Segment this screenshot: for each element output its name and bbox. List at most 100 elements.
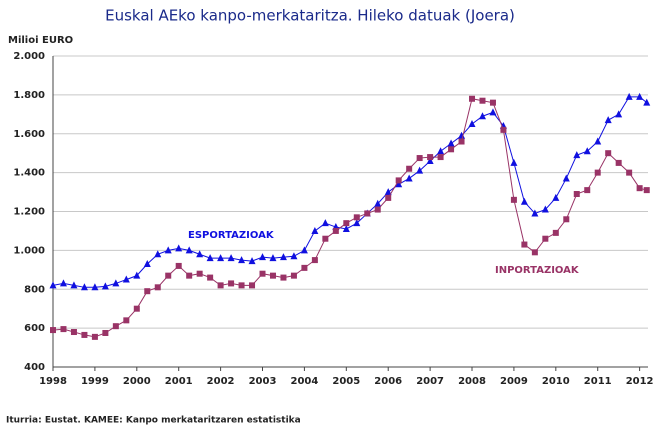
marker bbox=[605, 150, 612, 157]
x-tick-label: 2009 bbox=[500, 376, 528, 387]
marker bbox=[185, 246, 193, 254]
marker bbox=[259, 253, 267, 261]
marker bbox=[311, 226, 319, 234]
y-tick-label: 1.800 bbox=[13, 90, 45, 101]
marker bbox=[395, 180, 403, 188]
marker bbox=[343, 220, 350, 227]
marker bbox=[626, 169, 633, 176]
marker bbox=[196, 270, 203, 277]
series-line bbox=[52, 98, 647, 338]
marker bbox=[583, 147, 591, 155]
marker bbox=[427, 154, 434, 161]
x-tick-label: 2001 bbox=[165, 376, 193, 387]
marker bbox=[175, 262, 182, 269]
marker bbox=[206, 254, 214, 262]
marker bbox=[290, 272, 297, 279]
marker bbox=[164, 246, 172, 254]
marker bbox=[552, 193, 560, 201]
marker bbox=[91, 333, 98, 340]
marker bbox=[521, 241, 528, 248]
marker bbox=[643, 98, 651, 106]
marker bbox=[50, 327, 56, 334]
marker bbox=[196, 250, 204, 258]
marker bbox=[322, 235, 329, 242]
x-tick-label: 2003 bbox=[249, 376, 277, 387]
marker bbox=[80, 283, 88, 291]
marker bbox=[479, 97, 486, 104]
marker bbox=[112, 279, 120, 287]
marker bbox=[353, 214, 360, 221]
x-tick-label: 2007 bbox=[416, 376, 444, 387]
marker bbox=[301, 264, 308, 271]
marker bbox=[458, 138, 465, 145]
marker bbox=[552, 229, 559, 236]
y-axis-label: Milioi EURO bbox=[8, 35, 73, 46]
marker bbox=[469, 95, 476, 102]
marker bbox=[123, 317, 130, 324]
marker bbox=[207, 274, 214, 281]
marker bbox=[437, 147, 445, 155]
marker bbox=[269, 254, 277, 262]
marker bbox=[59, 279, 67, 287]
x-tick-label: 2012 bbox=[626, 376, 654, 387]
marker bbox=[217, 282, 224, 289]
y-tick-label: 1.600 bbox=[13, 129, 45, 140]
marker bbox=[374, 199, 382, 207]
y-tick-label: 1.400 bbox=[13, 168, 45, 179]
marker bbox=[489, 99, 496, 106]
marker bbox=[259, 270, 266, 277]
marker bbox=[374, 206, 381, 213]
marker bbox=[384, 188, 392, 196]
marker bbox=[49, 281, 57, 289]
marker bbox=[101, 282, 109, 290]
marker bbox=[248, 257, 256, 265]
chart-title: Euskal AEko kanpo-merkataritza. Hileko d… bbox=[105, 7, 515, 25]
marker bbox=[279, 253, 287, 261]
marker bbox=[531, 249, 538, 256]
marker bbox=[122, 275, 130, 283]
marker bbox=[311, 257, 318, 264]
marker bbox=[342, 224, 350, 232]
marker bbox=[563, 216, 570, 223]
marker bbox=[133, 305, 140, 312]
marker bbox=[594, 137, 602, 145]
marker bbox=[81, 331, 88, 338]
y-tick-label: 1.000 bbox=[13, 245, 45, 256]
marker bbox=[447, 139, 455, 147]
marker bbox=[165, 272, 172, 279]
marker bbox=[406, 165, 413, 172]
marker bbox=[531, 209, 539, 217]
y-tick-label: 1.200 bbox=[13, 207, 45, 218]
marker bbox=[510, 158, 518, 166]
marker bbox=[217, 254, 225, 262]
marker bbox=[70, 329, 77, 336]
marker bbox=[636, 92, 644, 100]
marker bbox=[405, 174, 413, 182]
marker bbox=[426, 156, 434, 164]
y-tick-label: 800 bbox=[24, 284, 45, 295]
marker bbox=[416, 166, 424, 174]
marker bbox=[562, 174, 570, 182]
y-tick-label: 2.000 bbox=[13, 51, 45, 62]
marker bbox=[594, 169, 601, 176]
marker bbox=[604, 116, 612, 124]
x-tick-label: 2004 bbox=[290, 376, 318, 387]
marker bbox=[541, 205, 549, 213]
marker bbox=[300, 246, 308, 254]
y-tick-label: 600 bbox=[24, 323, 45, 334]
marker bbox=[102, 329, 109, 336]
marker bbox=[542, 235, 549, 242]
marker bbox=[228, 280, 235, 287]
marker bbox=[584, 187, 591, 194]
series-label: INPORTAZIOAK bbox=[495, 265, 580, 276]
marker bbox=[238, 282, 245, 289]
x-tick-label: 2006 bbox=[374, 376, 402, 387]
marker bbox=[520, 197, 528, 205]
marker bbox=[175, 244, 183, 252]
marker bbox=[573, 191, 580, 198]
x-tick-label: 2000 bbox=[123, 376, 151, 387]
marker bbox=[448, 146, 455, 153]
marker bbox=[489, 108, 497, 116]
marker bbox=[416, 155, 423, 162]
